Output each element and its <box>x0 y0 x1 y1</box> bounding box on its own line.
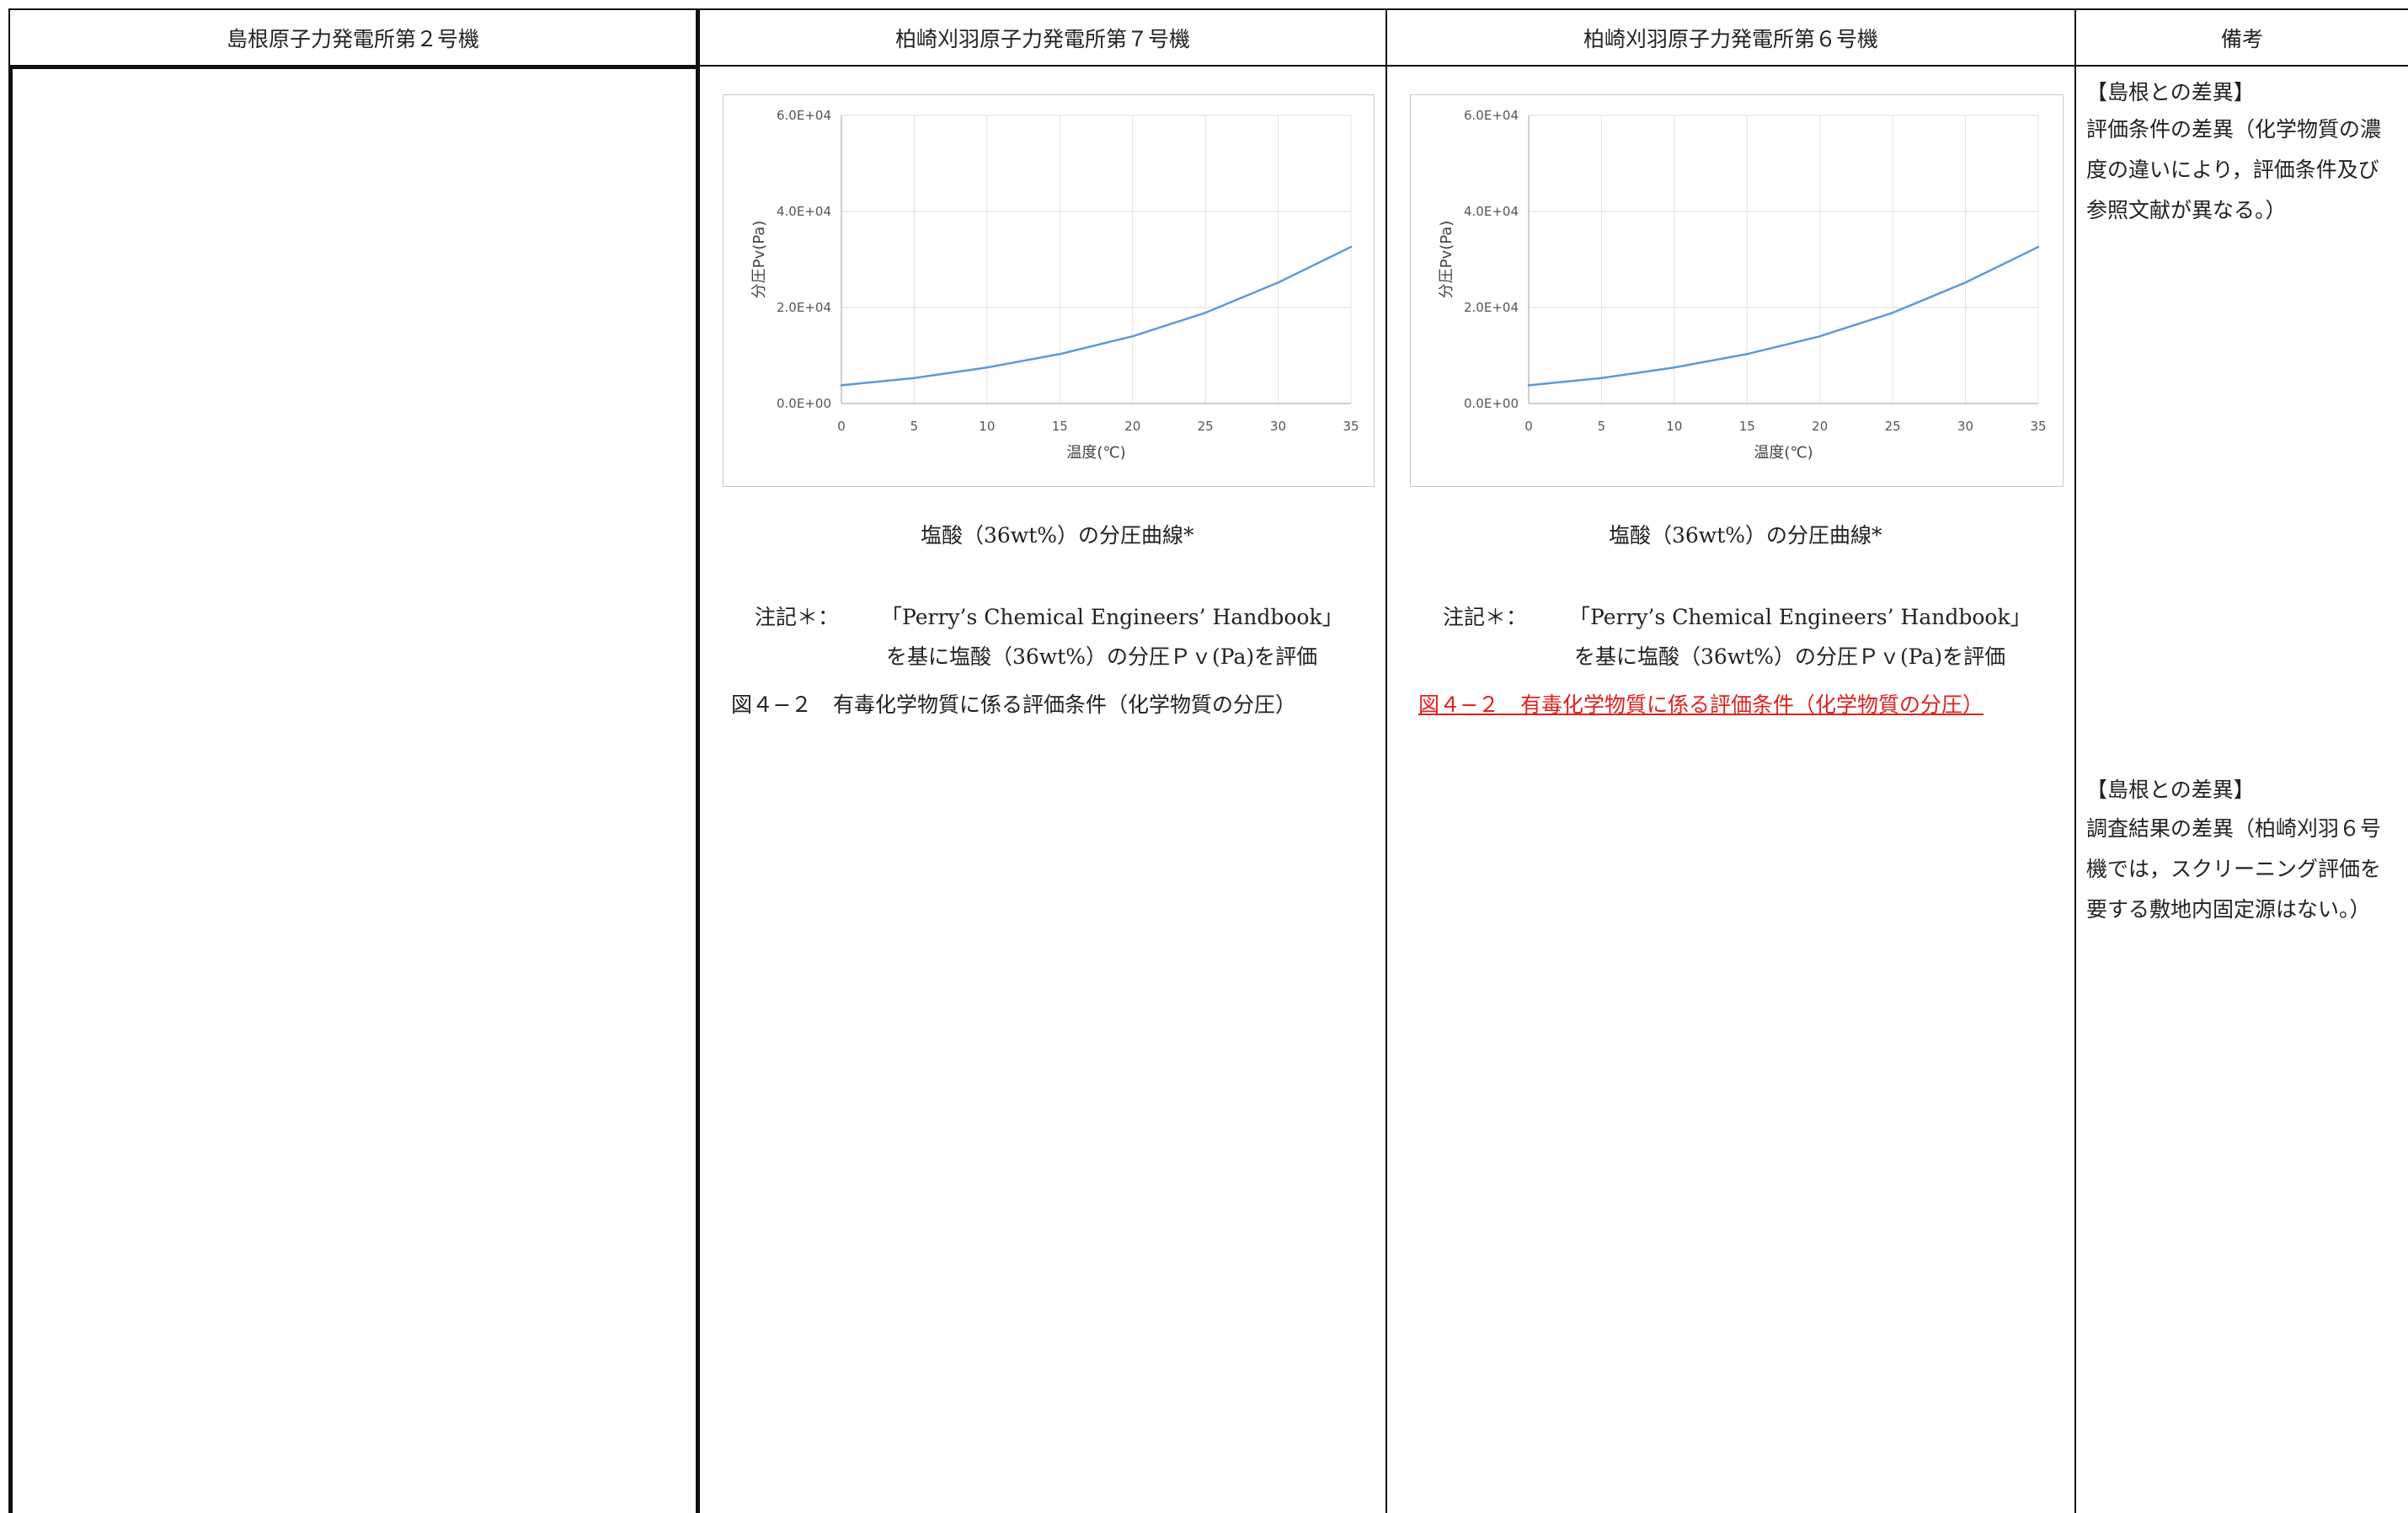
remarks-block2-line1: 調査結果の差異（柏崎刈羽６号 <box>2086 816 2382 841</box>
y-tick-label: 4.0E+04 <box>777 204 831 219</box>
x-tick-label: 15 <box>1052 419 1068 434</box>
chart-kk7-svg: 0 5 10 15 20 25 30 35 0.0E+00 2.0E+04 4.0E+04 6.0E+… <box>750 108 1359 462</box>
col2-right-border <box>1386 8 1387 1513</box>
remarks-block2-line3: 要する敷地内固定源はない。） <box>2086 897 2371 922</box>
chart-kk7: 0 5 10 15 20 25 30 35 0.0E+00 2.0E+04 4.0E+04 6.0E+… <box>723 94 1375 487</box>
col1-header-thick-border <box>8 65 697 69</box>
y-tick-label: 0.0E+00 <box>777 396 831 411</box>
header-kk-unit6: 柏崎刈羽原子力発電所第６号機 <box>1583 27 1878 51</box>
remarks-block1-line1: 評価条件の差異（化学物質の濃 <box>2086 117 2382 142</box>
series-line <box>840 245 1353 387</box>
y-tick-label: 4.0E+04 <box>1464 204 1519 219</box>
y-tick-label: 0.0E+00 <box>1464 396 1519 411</box>
note-line1-kk6: 「Perry’s Chemical Engineers’ Handbook」 <box>1569 605 2032 629</box>
x-tick-label: 5 <box>910 419 919 434</box>
figure-title-kk6: 図４−２ 有毒化学物質に係る評価条件（化学物質の分圧） <box>1418 692 1984 717</box>
x-tick-label: 30 <box>1957 419 1973 434</box>
x-tick-label: 10 <box>979 419 995 434</box>
col3-right-border <box>2074 8 2076 1513</box>
remarks-block1-heading: 【島根との差異】 <box>2086 80 2255 104</box>
x-tick-label: 35 <box>1343 419 1359 434</box>
table-top-border <box>8 8 2408 10</box>
series-line <box>1527 245 2040 387</box>
x-tick-label: 20 <box>1124 419 1140 434</box>
note-line2-kk7: を基に塩酸（36wt%）の分圧Ｐｖ(Pa)を評価 <box>886 644 1318 669</box>
col1-left-thick-border <box>8 65 13 1513</box>
note-label-kk6: 注記＊： <box>1443 605 1528 629</box>
header-kk-unit7: 柏崎刈羽原子力発電所第７号機 <box>894 27 1190 51</box>
x-tick-label: 30 <box>1270 419 1286 434</box>
header-bottom-border <box>8 65 2408 67</box>
col1-right-border <box>696 8 700 1513</box>
x-tick-label: 15 <box>1739 419 1755 434</box>
remarks-block2-line2: 機では，スクリーニング評価を <box>2086 857 2382 881</box>
note-line2-kk6: を基に塩酸（36wt%）の分圧Ｐｖ(Pa)を評価 <box>1574 644 2006 669</box>
x-tick-label: 20 <box>1812 419 1828 434</box>
x-axis-label: 温度(℃) <box>1066 444 1125 462</box>
chart-kk6-svg: 0 5 10 15 20 25 30 35 0.0E+00 2.0E+04 4.0E+04 6.0E+… <box>1438 108 2047 462</box>
remarks-block2-heading: 【島根との差異】 <box>2086 778 2255 802</box>
note-label-kk7: 注記＊： <box>755 605 840 629</box>
x-tick-label: 25 <box>1198 419 1214 434</box>
y-tick-label: 2.0E+04 <box>777 300 831 315</box>
y-tick-label: 6.0E+04 <box>1464 108 1519 123</box>
x-tick-label: 0 <box>837 419 846 434</box>
header-remarks: 備考 <box>2220 27 2263 51</box>
remarks-block1-line2: 度の違いにより，評価条件及び <box>2086 158 2379 182</box>
x-axis-label: 温度(℃) <box>1754 444 1813 462</box>
x-tick-label: 35 <box>2030 419 2046 434</box>
x-tick-label: 5 <box>1598 419 1606 434</box>
y-axis-label: 分圧Pv(Pa) <box>1438 221 1455 299</box>
chart-caption-kk7: 塩酸（36wt%）の分圧曲線* <box>921 523 1194 548</box>
y-axis-label: 分圧Pv(Pa) <box>750 221 768 299</box>
x-tick-label: 10 <box>1666 419 1682 434</box>
x-tick-label: 0 <box>1524 419 1533 434</box>
x-tick-label: 25 <box>1885 419 1901 434</box>
chart-kk6: 0 5 10 15 20 25 30 35 0.0E+00 2.0E+04 4.0E+04 6.0E+… <box>1410 94 2064 487</box>
header-shimane-unit2: 島根原子力発電所第２号機 <box>226 27 479 51</box>
figure-title-kk7: 図４−２ 有毒化学物質に係る評価条件（化学物質の分圧） <box>731 692 1296 717</box>
y-tick-label: 2.0E+04 <box>1464 300 1519 315</box>
remarks-block1-line3: 参照文献が異なる。） <box>2086 198 2287 222</box>
y-tick-label: 6.0E+04 <box>777 108 831 123</box>
note-line1-kk7: 「Perry’s Chemical Engineers’ Handbook」 <box>881 605 1343 629</box>
chart-caption-kk6: 塩酸（36wt%）の分圧曲線* <box>1609 523 1882 548</box>
